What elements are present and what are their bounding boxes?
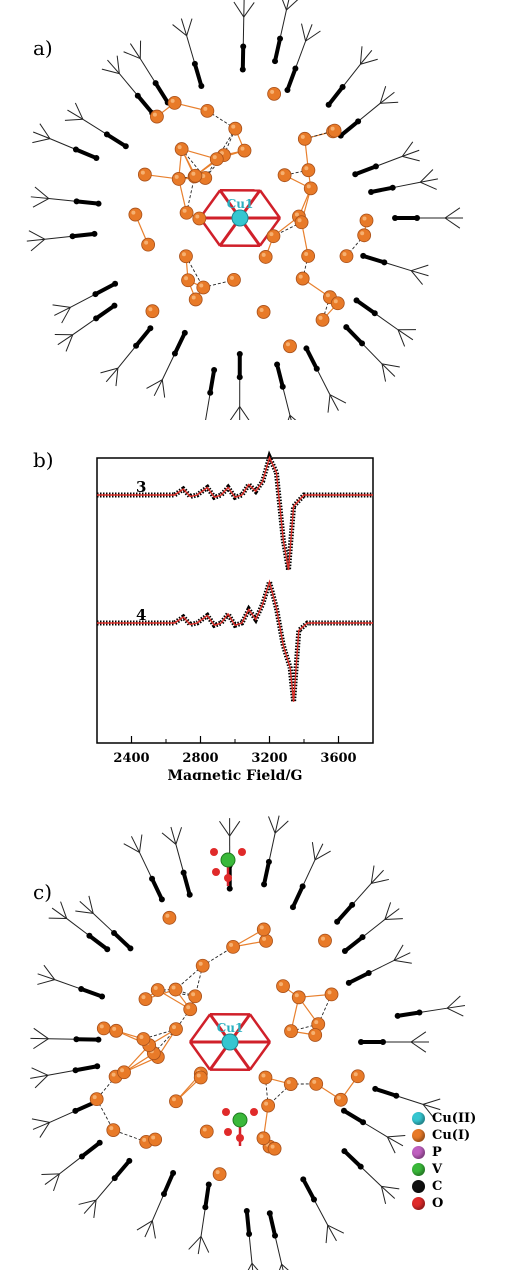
center-atom-label: Cu1	[217, 1021, 244, 1035]
x-tick-label: 2400	[113, 751, 149, 766]
chart-frame	[97, 458, 373, 743]
legend-swatch	[412, 1129, 425, 1142]
legend-swatch	[412, 1146, 425, 1159]
series-3-experimental	[97, 458, 373, 571]
series-4-simulated	[97, 582, 373, 702]
series-4-experimental	[97, 582, 373, 702]
series-label-3: 3	[136, 478, 146, 496]
legend-swatch	[412, 1180, 425, 1193]
atoms: Cu1	[129, 87, 373, 352]
legend-label: O	[432, 1196, 443, 1211]
legend-swatch	[412, 1163, 425, 1176]
x-axis-label: Magnetic Field/G	[168, 768, 303, 780]
legend-swatch	[412, 1112, 425, 1125]
legend-item: C	[412, 1178, 476, 1195]
x-tick-label: 3600	[320, 751, 356, 766]
molecule-structure-a: Cu1	[0, 0, 512, 420]
x-tick-label: 2800	[182, 751, 218, 766]
cu-network	[97, 860, 358, 1149]
legend-item: Cu(II)	[412, 1110, 476, 1127]
legend-label: C	[432, 1179, 442, 1194]
legend-item: Cu(I)	[412, 1127, 476, 1144]
series-3-simulated	[97, 458, 373, 571]
legend-item: P	[412, 1144, 476, 1161]
center-atom-label: Cu1	[227, 197, 254, 211]
legend-item: V	[412, 1161, 476, 1178]
series-label-4: 4	[136, 606, 146, 624]
legend-label: V	[432, 1162, 442, 1177]
legend-label: Cu(II)	[432, 1111, 476, 1126]
legend-label: Cu(I)	[432, 1128, 470, 1143]
legend-label: P	[432, 1145, 442, 1160]
legend-item: O	[412, 1195, 476, 1212]
x-tick-label: 3200	[251, 751, 287, 766]
legend-swatch	[412, 1197, 425, 1210]
epr-spectrum-chart: 2400 2800 3200 3600 3 4 Magnetic Field/G	[0, 440, 512, 780]
